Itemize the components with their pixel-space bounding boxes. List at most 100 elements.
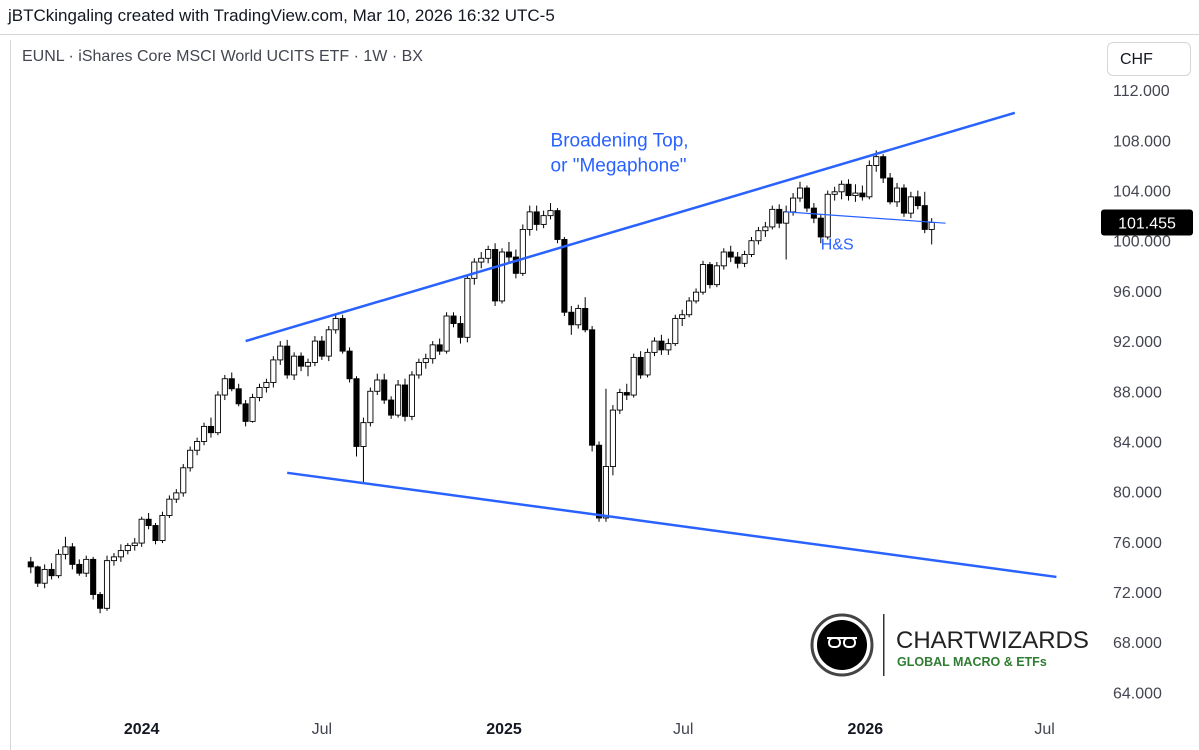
neckline[interactable]	[786, 211, 946, 224]
candle-body	[803, 187, 810, 209]
candle	[48, 563, 55, 580]
candle	[803, 185, 810, 212]
candle	[180, 464, 187, 497]
candle	[582, 297, 589, 333]
candle-body	[381, 379, 388, 401]
candle-body	[471, 261, 478, 279]
candle	[110, 553, 117, 566]
candle-body	[298, 355, 305, 367]
candle-body	[388, 399, 395, 416]
candle	[69, 543, 76, 570]
candle-body	[866, 165, 873, 198]
candle	[395, 379, 402, 418]
candle	[907, 191, 914, 219]
candle-body	[720, 251, 727, 267]
candle-body	[145, 518, 152, 526]
candle	[408, 371, 415, 421]
candle	[194, 437, 201, 456]
candle-body	[235, 388, 242, 405]
candle	[859, 185, 866, 201]
trendlines-layer[interactable]	[245, 111, 1057, 579]
candle	[589, 326, 596, 452]
candle	[776, 204, 783, 229]
candle	[429, 341, 436, 364]
candle-body	[353, 378, 360, 447]
candle	[27, 556, 34, 574]
candle	[214, 391, 221, 436]
candle-body	[706, 264, 713, 286]
candle	[741, 250, 748, 268]
candle-body	[644, 351, 651, 376]
candle-body	[616, 392, 623, 411]
candle	[699, 260, 707, 295]
candle	[769, 205, 776, 230]
price-tick-label: 104.000	[1113, 184, 1171, 201]
candle	[235, 383, 242, 407]
candle	[893, 183, 901, 207]
candle	[436, 338, 443, 355]
candle	[159, 511, 166, 544]
candle-body	[498, 251, 506, 302]
candle-body	[505, 251, 513, 258]
candle-body	[852, 192, 859, 197]
candle-body	[214, 394, 221, 434]
candle-body	[48, 568, 55, 577]
candle	[270, 356, 277, 388]
candle-body	[547, 210, 554, 217]
candle-body	[166, 498, 173, 516]
candle	[665, 338, 672, 355]
candle-body	[880, 156, 887, 179]
candle-body	[762, 226, 769, 232]
candle-body	[595, 444, 603, 519]
candle-body	[311, 340, 318, 363]
candle	[207, 417, 215, 438]
candle-body	[748, 240, 755, 255]
price-axis[interactable]: 64.000 68.000 72.000 76.000 80.000 84.000 88.0…	[1113, 83, 1171, 702]
candle	[512, 249, 519, 279]
candle	[360, 417, 367, 485]
candle-body	[277, 345, 284, 361]
candle-body	[263, 382, 270, 388]
last-price-tag-bg	[1101, 209, 1193, 236]
candle-body	[838, 183, 845, 193]
candle	[76, 559, 83, 576]
candle-body	[117, 550, 124, 558]
candle-body	[55, 553, 62, 577]
candle-body	[131, 542, 138, 547]
candle-body	[582, 308, 589, 331]
candle	[561, 236, 568, 316]
time-axis[interactable]: 2024 Jul 2025 Jul 2026 Jul	[124, 721, 1055, 738]
candle-body	[485, 249, 492, 259]
currency-selector[interactable]: CHF	[1107, 42, 1191, 76]
candle-body	[796, 187, 804, 199]
candle-body	[540, 215, 547, 225]
candle	[374, 373, 381, 396]
candle-body	[415, 361, 422, 376]
candle	[720, 248, 727, 270]
candle-body	[790, 197, 797, 213]
candle	[533, 205, 540, 231]
price-tick-label: 76.000	[1113, 535, 1162, 552]
candle	[519, 224, 526, 276]
candle	[62, 536, 69, 560]
candle-body	[824, 193, 831, 238]
logo-divider	[883, 614, 885, 676]
candle-body	[41, 568, 48, 584]
candle	[166, 495, 173, 518]
candle	[298, 352, 305, 372]
candle	[457, 316, 464, 344]
candle	[658, 334, 665, 355]
lower-trendline[interactable]	[287, 471, 1057, 579]
candle	[554, 208, 561, 244]
candle	[277, 341, 284, 365]
chart-pane[interactable]	[10, 40, 1199, 750]
candle	[644, 348, 651, 378]
candle	[540, 210, 547, 229]
upper-trendline[interactable]	[245, 111, 1016, 343]
candle-body	[686, 300, 693, 316]
candle	[353, 376, 360, 457]
candle-body	[893, 187, 901, 203]
candle-body	[907, 196, 914, 214]
candle-body	[914, 196, 921, 207]
